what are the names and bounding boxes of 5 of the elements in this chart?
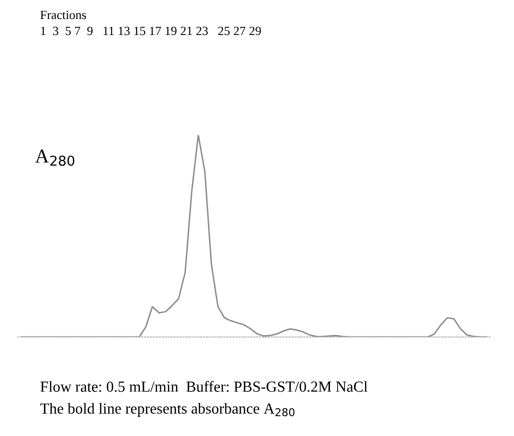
text: Flow rate: 0.5 mL/min Buffer: PBS-GST/0.2M NaCl: [40, 380, 368, 392]
text: The bold line represents absorbance A$_{280}$: [40, 402, 294, 417]
y-axis-title: A$_{280}$: [35, 150, 74, 166]
text: 1 3 5 7 9 11 13 15 17 19 21 23 25 27 29: [41, 26, 261, 36]
text: Fractions: [40, 10, 86, 20]
